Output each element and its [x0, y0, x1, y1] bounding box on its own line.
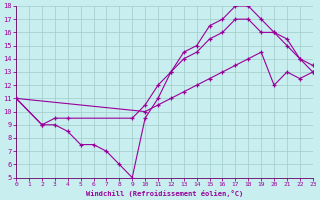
X-axis label: Windchill (Refroidissement éolien,°C): Windchill (Refroidissement éolien,°C) [86, 190, 243, 197]
